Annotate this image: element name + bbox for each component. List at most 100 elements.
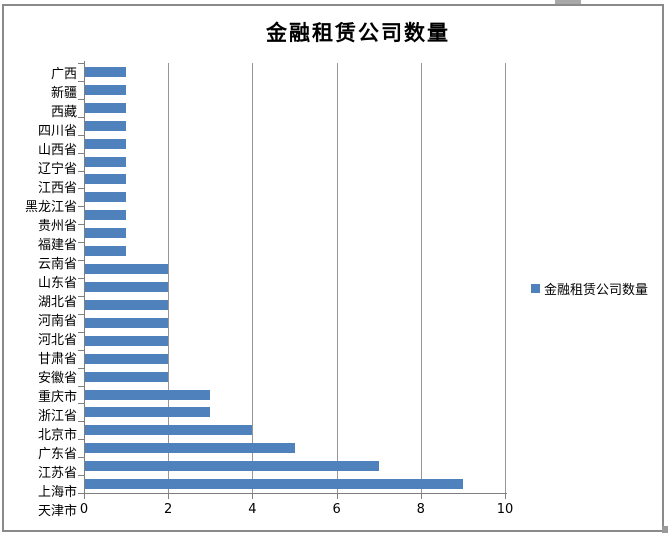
category-tick xyxy=(78,457,84,459)
bar[interactable] xyxy=(84,228,127,239)
gridline xyxy=(336,63,338,493)
category-label: 江西省 xyxy=(37,181,77,196)
bar[interactable] xyxy=(84,407,211,418)
bar[interactable] xyxy=(84,425,253,436)
bar-row xyxy=(84,421,505,439)
bar-row xyxy=(84,224,505,242)
category-label: 辽宁省 xyxy=(37,162,77,177)
category-tick xyxy=(78,349,84,351)
category-tick xyxy=(78,475,84,477)
bar-row xyxy=(84,188,505,206)
bar[interactable] xyxy=(84,443,295,454)
x-tick-label: 4 xyxy=(248,502,257,517)
legend-label: 金融租赁公司数量 xyxy=(544,283,649,298)
category-label: 上海市 xyxy=(37,485,77,500)
category-label: 天津市 xyxy=(37,504,77,519)
category-tick xyxy=(78,134,84,136)
category-tick xyxy=(78,385,84,387)
bar-row xyxy=(84,386,505,404)
bar-row xyxy=(84,206,505,224)
category-tick xyxy=(78,367,84,369)
gridline xyxy=(252,63,254,493)
bar[interactable] xyxy=(84,210,127,221)
bar-row xyxy=(84,332,505,350)
category-tick xyxy=(78,260,84,262)
x-tick-label: 2 xyxy=(164,502,173,517)
category-label: 安徽省 xyxy=(37,371,77,386)
x-axis-tick xyxy=(168,493,170,499)
bar[interactable] xyxy=(84,138,127,149)
bar[interactable] xyxy=(84,174,127,185)
x-axis-tick xyxy=(420,493,422,499)
x-axis-tick xyxy=(505,493,506,499)
bar[interactable] xyxy=(84,371,169,382)
bar-row xyxy=(84,171,505,189)
category-label: 重庆市 xyxy=(37,390,77,405)
category-tick xyxy=(78,63,84,64)
category-tick xyxy=(78,206,84,208)
y-axis-line xyxy=(84,61,85,493)
bar[interactable] xyxy=(84,66,127,77)
x-axis-tick xyxy=(252,493,254,499)
x-tick-label: 0 xyxy=(79,502,89,517)
bar-row xyxy=(84,63,505,81)
x-tick-label: 10 xyxy=(496,502,514,517)
bar-row xyxy=(84,439,505,457)
bar[interactable] xyxy=(84,335,169,346)
bar[interactable] xyxy=(84,120,127,131)
category-label: 黑龙江省 xyxy=(24,200,77,215)
bar-row xyxy=(84,475,505,493)
category-label: 浙江省 xyxy=(37,409,77,424)
bar-series xyxy=(84,63,505,493)
bar[interactable] xyxy=(84,102,127,113)
bar[interactable] xyxy=(84,156,127,167)
bar[interactable] xyxy=(84,246,127,257)
cropped-ui-fragment-bottom-right xyxy=(662,526,668,533)
bar-row xyxy=(84,242,505,260)
category-label: 江苏省 xyxy=(37,466,77,481)
bar[interactable] xyxy=(84,389,211,400)
x-axis-line xyxy=(78,493,507,494)
bar[interactable] xyxy=(84,317,169,328)
category-label: 四川省 xyxy=(37,124,77,139)
bar[interactable] xyxy=(84,84,127,95)
category-tick xyxy=(78,116,84,118)
bar-row xyxy=(84,404,505,422)
category-tick xyxy=(78,313,84,315)
category-tick xyxy=(78,242,84,244)
legend-swatch-icon xyxy=(531,284,540,293)
bar[interactable] xyxy=(84,282,169,293)
category-label: 广西 xyxy=(50,67,77,82)
x-tick-label: 6 xyxy=(332,502,341,517)
bar[interactable] xyxy=(84,461,379,472)
category-tick xyxy=(78,331,84,333)
bar-row xyxy=(84,278,505,296)
gridline xyxy=(420,63,422,493)
category-tick xyxy=(78,224,84,226)
category-tick xyxy=(78,278,84,279)
category-label: 山西省 xyxy=(37,143,77,158)
bar-row xyxy=(84,153,505,171)
category-label: 云南省 xyxy=(37,257,77,272)
bar[interactable] xyxy=(84,479,463,490)
category-label: 河南省 xyxy=(37,314,77,329)
plot-area xyxy=(84,63,506,493)
category-tick xyxy=(78,421,84,423)
x-axis-tick xyxy=(84,493,85,499)
legend: 金融租赁公司数量 xyxy=(531,279,648,298)
bar[interactable] xyxy=(84,353,169,364)
x-tick-label: 8 xyxy=(416,502,425,517)
category-axis-labels: 广西 新疆 西藏 四川省 山西省 辽宁省 江西省 黑龙江省 贵州省 福建省 云南省 山东省 湖北省 河南省… xyxy=(0,63,77,519)
bar[interactable] xyxy=(84,192,127,203)
category-label: 广东省 xyxy=(37,447,77,462)
bar[interactable] xyxy=(84,299,169,310)
bar-row xyxy=(84,81,505,99)
category-tick xyxy=(78,170,84,172)
category-label: 贵州省 xyxy=(37,219,77,234)
bar-row xyxy=(84,368,505,386)
bar[interactable] xyxy=(84,264,169,275)
category-label: 湖北省 xyxy=(37,295,77,310)
bar-row xyxy=(84,135,505,153)
bar-row xyxy=(84,117,505,135)
